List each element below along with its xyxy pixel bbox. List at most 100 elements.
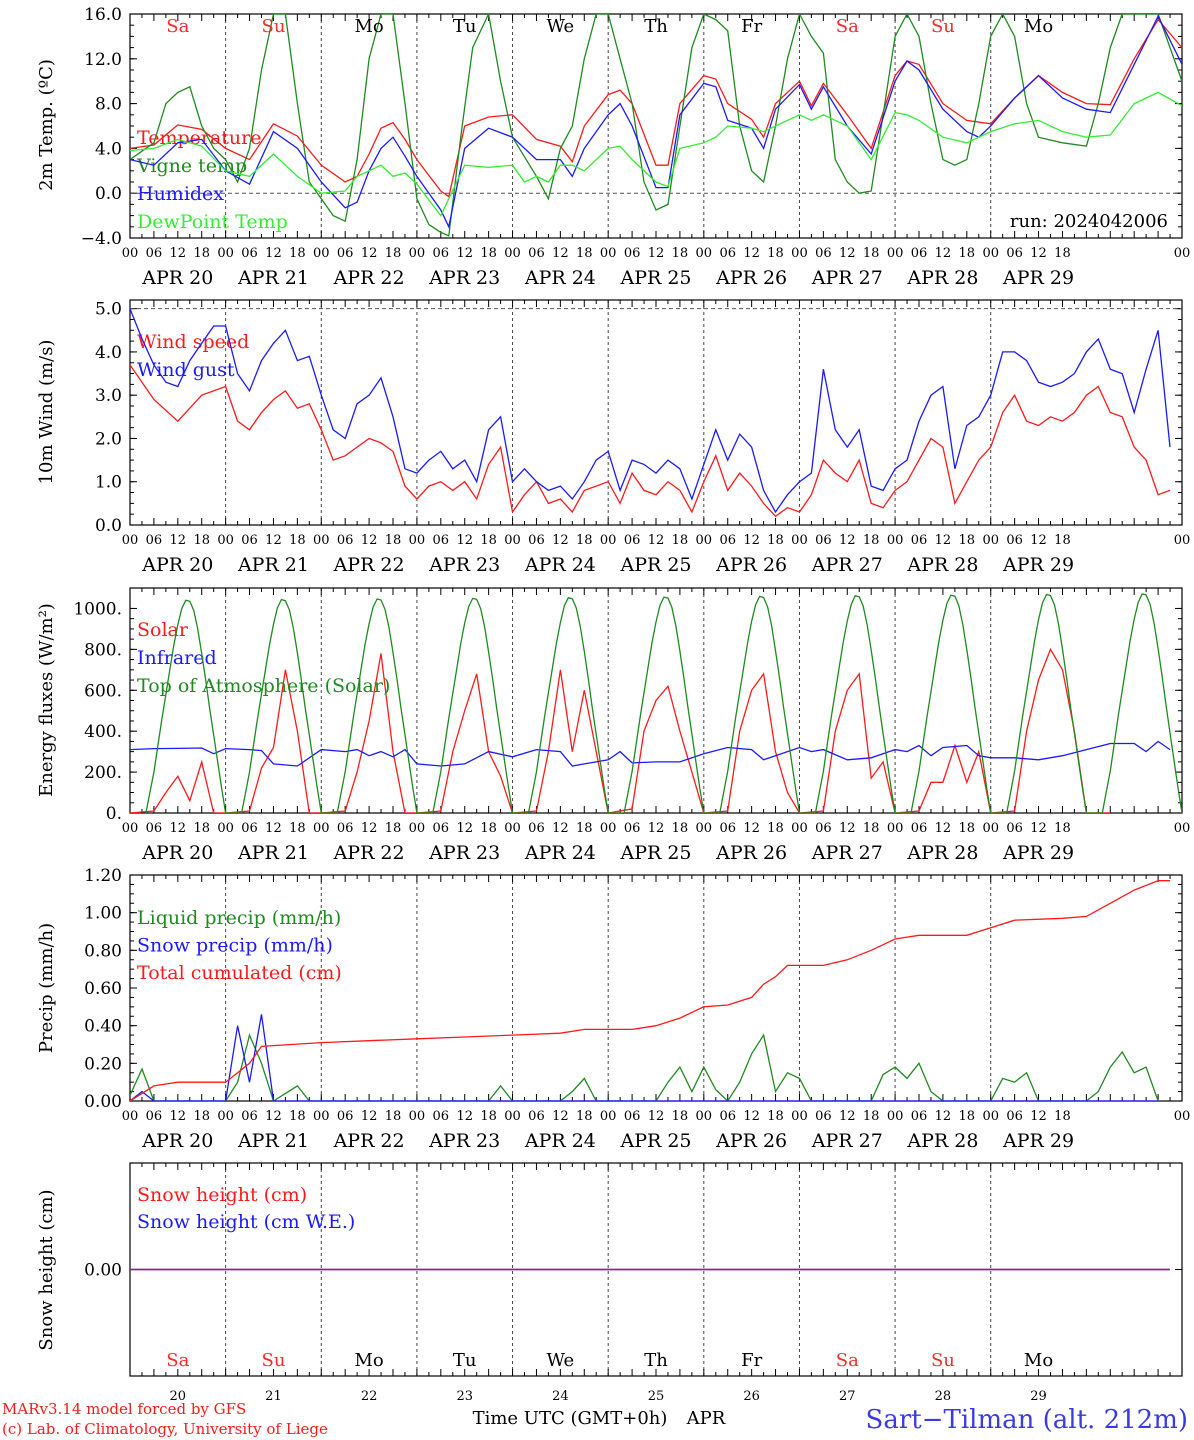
x-date-label: APR 20 — [141, 842, 213, 864]
x-hour-label: 06 — [337, 533, 354, 548]
weekday-label-top: Su — [261, 16, 285, 37]
y-axis-title: Precip (mm/h) — [36, 923, 57, 1053]
legend-entry: Liquid precip (mm/h) — [137, 907, 341, 929]
x-hour-label: 12 — [170, 821, 187, 836]
x-hour-label: 18 — [767, 246, 784, 261]
weekday-label-bottom: Mo — [1024, 1350, 1053, 1371]
x-hour-label: 06 — [1006, 1109, 1023, 1124]
x-hour-label: 00 — [887, 246, 904, 261]
x-hour-label: 00 — [313, 533, 330, 548]
weekday-label-bottom: Fr — [741, 1350, 762, 1371]
x-hour-label: 18 — [959, 1109, 976, 1124]
run-label: run: 2024042006 — [1010, 211, 1168, 232]
x-date-label: APR 26 — [715, 267, 787, 289]
x-hour-label: 12 — [743, 533, 760, 548]
x-hour-label: 06 — [433, 246, 450, 261]
x-hour-label: 18 — [672, 533, 689, 548]
x-hour-label: 12 — [648, 533, 665, 548]
weekday-label-top: We — [547, 16, 575, 37]
x-hour-label: 12 — [839, 246, 856, 261]
location-label: Sart−Tilman (alt. 212m) — [866, 1405, 1188, 1435]
x-hour-label: 00 — [1174, 246, 1191, 261]
x-hour-label: 06 — [815, 821, 832, 836]
credit-line-1: MARv3.14 model forced by GFS — [2, 1400, 246, 1418]
x-hour-label: 00 — [504, 1109, 521, 1124]
legend-entry: Infrared — [137, 647, 217, 669]
x-hour-label: 06 — [241, 246, 258, 261]
panel-2: 5.0 4.0 3.0 2.0 1.0 0.0 10m Wind (m/s) Wind spe… — [36, 299, 1190, 576]
x-hour-label: 18 — [863, 821, 880, 836]
x-hour-label: 18 — [289, 1109, 306, 1124]
x-hour-label: 12 — [552, 533, 569, 548]
x-hour-label: 00 — [409, 246, 426, 261]
x-hour-label: 06 — [815, 246, 832, 261]
x-hour-label: 18 — [1054, 1109, 1071, 1124]
x-hour-label: 06 — [719, 1109, 736, 1124]
x-hour-label: 18 — [1054, 533, 1071, 548]
x-hour-label: 12 — [265, 1109, 282, 1124]
y-tick-label: 0.60 — [84, 979, 122, 999]
x-hour-label: 00 — [791, 533, 808, 548]
y-axis-title: Snow height (cm) — [36, 1189, 57, 1350]
weekday-label-bottom: Sa — [836, 1350, 859, 1371]
x-date-label: APR 21 — [237, 554, 309, 576]
x-axis-title: Time UTC (GMT+0h) — [473, 1408, 668, 1429]
x-hour-label: 00 — [696, 246, 713, 261]
x-date-label: APR 21 — [237, 1130, 309, 1152]
x-hour-label: 18 — [385, 1109, 402, 1124]
x-hour-label: 00 — [504, 533, 521, 548]
x-hour-label: 18 — [289, 533, 306, 548]
x-date-label: APR 22 — [333, 842, 405, 864]
x-hour-label: 00 — [217, 246, 234, 261]
x-hour-label: 00 — [504, 246, 521, 261]
x-hour-label: 12 — [839, 821, 856, 836]
x-hour-label: 12 — [456, 533, 473, 548]
x-hour-label: 00 — [409, 533, 426, 548]
x-hour-label: 18 — [767, 821, 784, 836]
day-number-label: 27 — [839, 1389, 856, 1404]
x-hour-label: 18 — [959, 821, 976, 836]
y-tick-label: 800. — [84, 640, 122, 660]
x-hour-label: 00 — [696, 821, 713, 836]
panel-1: 16.012.08.04.00.0−4.02m Temp. (ºC) Temper… — [36, 5, 1191, 289]
x-hour-label: 18 — [480, 821, 497, 836]
weekday-label-top: Fr — [741, 16, 762, 37]
series-line-top-of-atmosphere-solar- — [145, 593, 1182, 813]
x-hour-label: 12 — [552, 1109, 569, 1124]
x-hour-label: 06 — [528, 821, 545, 836]
x-hour-label: 06 — [433, 1109, 450, 1124]
x-hour-label: 00 — [600, 533, 617, 548]
x-hour-label: 06 — [146, 1109, 163, 1124]
x-hour-label: 00 — [982, 246, 999, 261]
y-tick-label: 0.0 — [95, 516, 122, 536]
x-hour-label: 18 — [576, 533, 593, 548]
series-line-humidex — [130, 14, 1182, 229]
x-hour-label: 00 — [122, 821, 139, 836]
weekday-label-bottom: Su — [931, 1350, 955, 1371]
y-tick-label: 0.0 — [95, 184, 122, 204]
x-hour-label: 18 — [672, 246, 689, 261]
x-date-label: APR 25 — [619, 1130, 691, 1152]
x-hour-label: 12 — [839, 533, 856, 548]
x-hour-label: 18 — [1054, 821, 1071, 836]
x-hour-label: 18 — [672, 821, 689, 836]
x-axis-month: APR — [686, 1408, 726, 1429]
weekday-label-top: Sa — [166, 16, 189, 37]
x-hour-label: 06 — [911, 821, 928, 836]
x-hour-label: 06 — [815, 533, 832, 548]
x-hour-label: 06 — [337, 1109, 354, 1124]
x-date-label: APR 24 — [524, 554, 596, 576]
x-hour-label: 12 — [1030, 821, 1047, 836]
y-tick-label: 8.0 — [95, 95, 122, 115]
x-hour-label: 06 — [719, 821, 736, 836]
legend-entry: Snow height (cm W.E.) — [137, 1211, 355, 1233]
x-hour-label: 06 — [624, 821, 641, 836]
x-hour-label: 00 — [217, 1109, 234, 1124]
x-hour-label: 18 — [480, 246, 497, 261]
day-number-label: 22 — [361, 1389, 378, 1404]
x-hour-label: 18 — [289, 246, 306, 261]
x-hour-label: 12 — [648, 821, 665, 836]
y-tick-label: 16.0 — [84, 5, 122, 25]
weekday-label-bottom: Su — [261, 1350, 285, 1371]
x-hour-label: 18 — [385, 821, 402, 836]
